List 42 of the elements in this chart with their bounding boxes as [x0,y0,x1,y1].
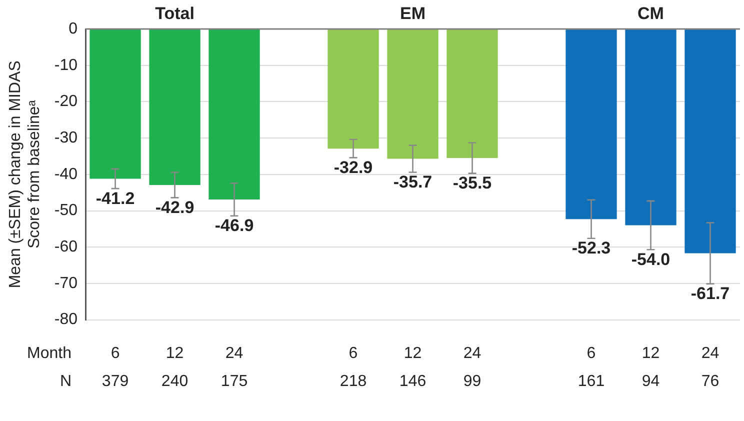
text: 175 [220,373,248,390]
data-label: -42.9 [155,198,194,217]
series-label: EM [400,4,426,24]
series-label: Total [155,4,194,24]
x-tick-label: 12 [404,344,422,362]
data-label: -46.9 [214,216,254,236]
x-tick-label: 24 [463,344,482,362]
y-tick-label: -60 [54,238,78,256]
x-tick-label: 12 [642,344,660,362]
y-tick-label: -10 [54,56,78,74]
y-axis-title: Mean (±SEM) change in MIDAS Score from baselineᵃ [7,60,44,288]
series-label: CM [638,4,664,24]
x-tick-label: 24 [225,344,244,362]
y-tick-label: -40 [54,166,78,183]
data-label: -35.5 [452,173,492,192]
x-tick-label: 6 [348,344,358,362]
x-tick-label: 6 [110,344,120,362]
text: 379 [102,373,129,390]
y-tick-label: -20 [54,93,78,110]
x-tick-label: 6 [586,344,596,362]
y-tick-label: -70 [54,274,78,292]
data-label: -35.7 [393,172,432,192]
text: N [60,373,72,390]
text: 76 [701,373,720,390]
y-tick-label: -50 [54,202,78,220]
text: 240 [161,373,188,390]
text: 94 [642,373,660,390]
y-tick-label: -80 [54,311,78,328]
x-tick-label: 24 [701,344,720,362]
data-label: -32.9 [334,158,373,177]
x-tick-label: 12 [166,344,184,362]
y-tick-label: -30 [54,129,78,146]
data-label: -61.7 [690,284,730,303]
text: 161 [578,373,605,390]
x-axis-title: Month [27,345,72,362]
data-label: -41.2 [96,188,135,208]
text: 146 [399,373,426,390]
y-tick-label: 0 [68,20,78,38]
data-label: -54.0 [631,250,670,269]
data-label: -52.3 [572,238,611,258]
text: 218 [340,373,367,390]
text: 99 [463,373,482,390]
